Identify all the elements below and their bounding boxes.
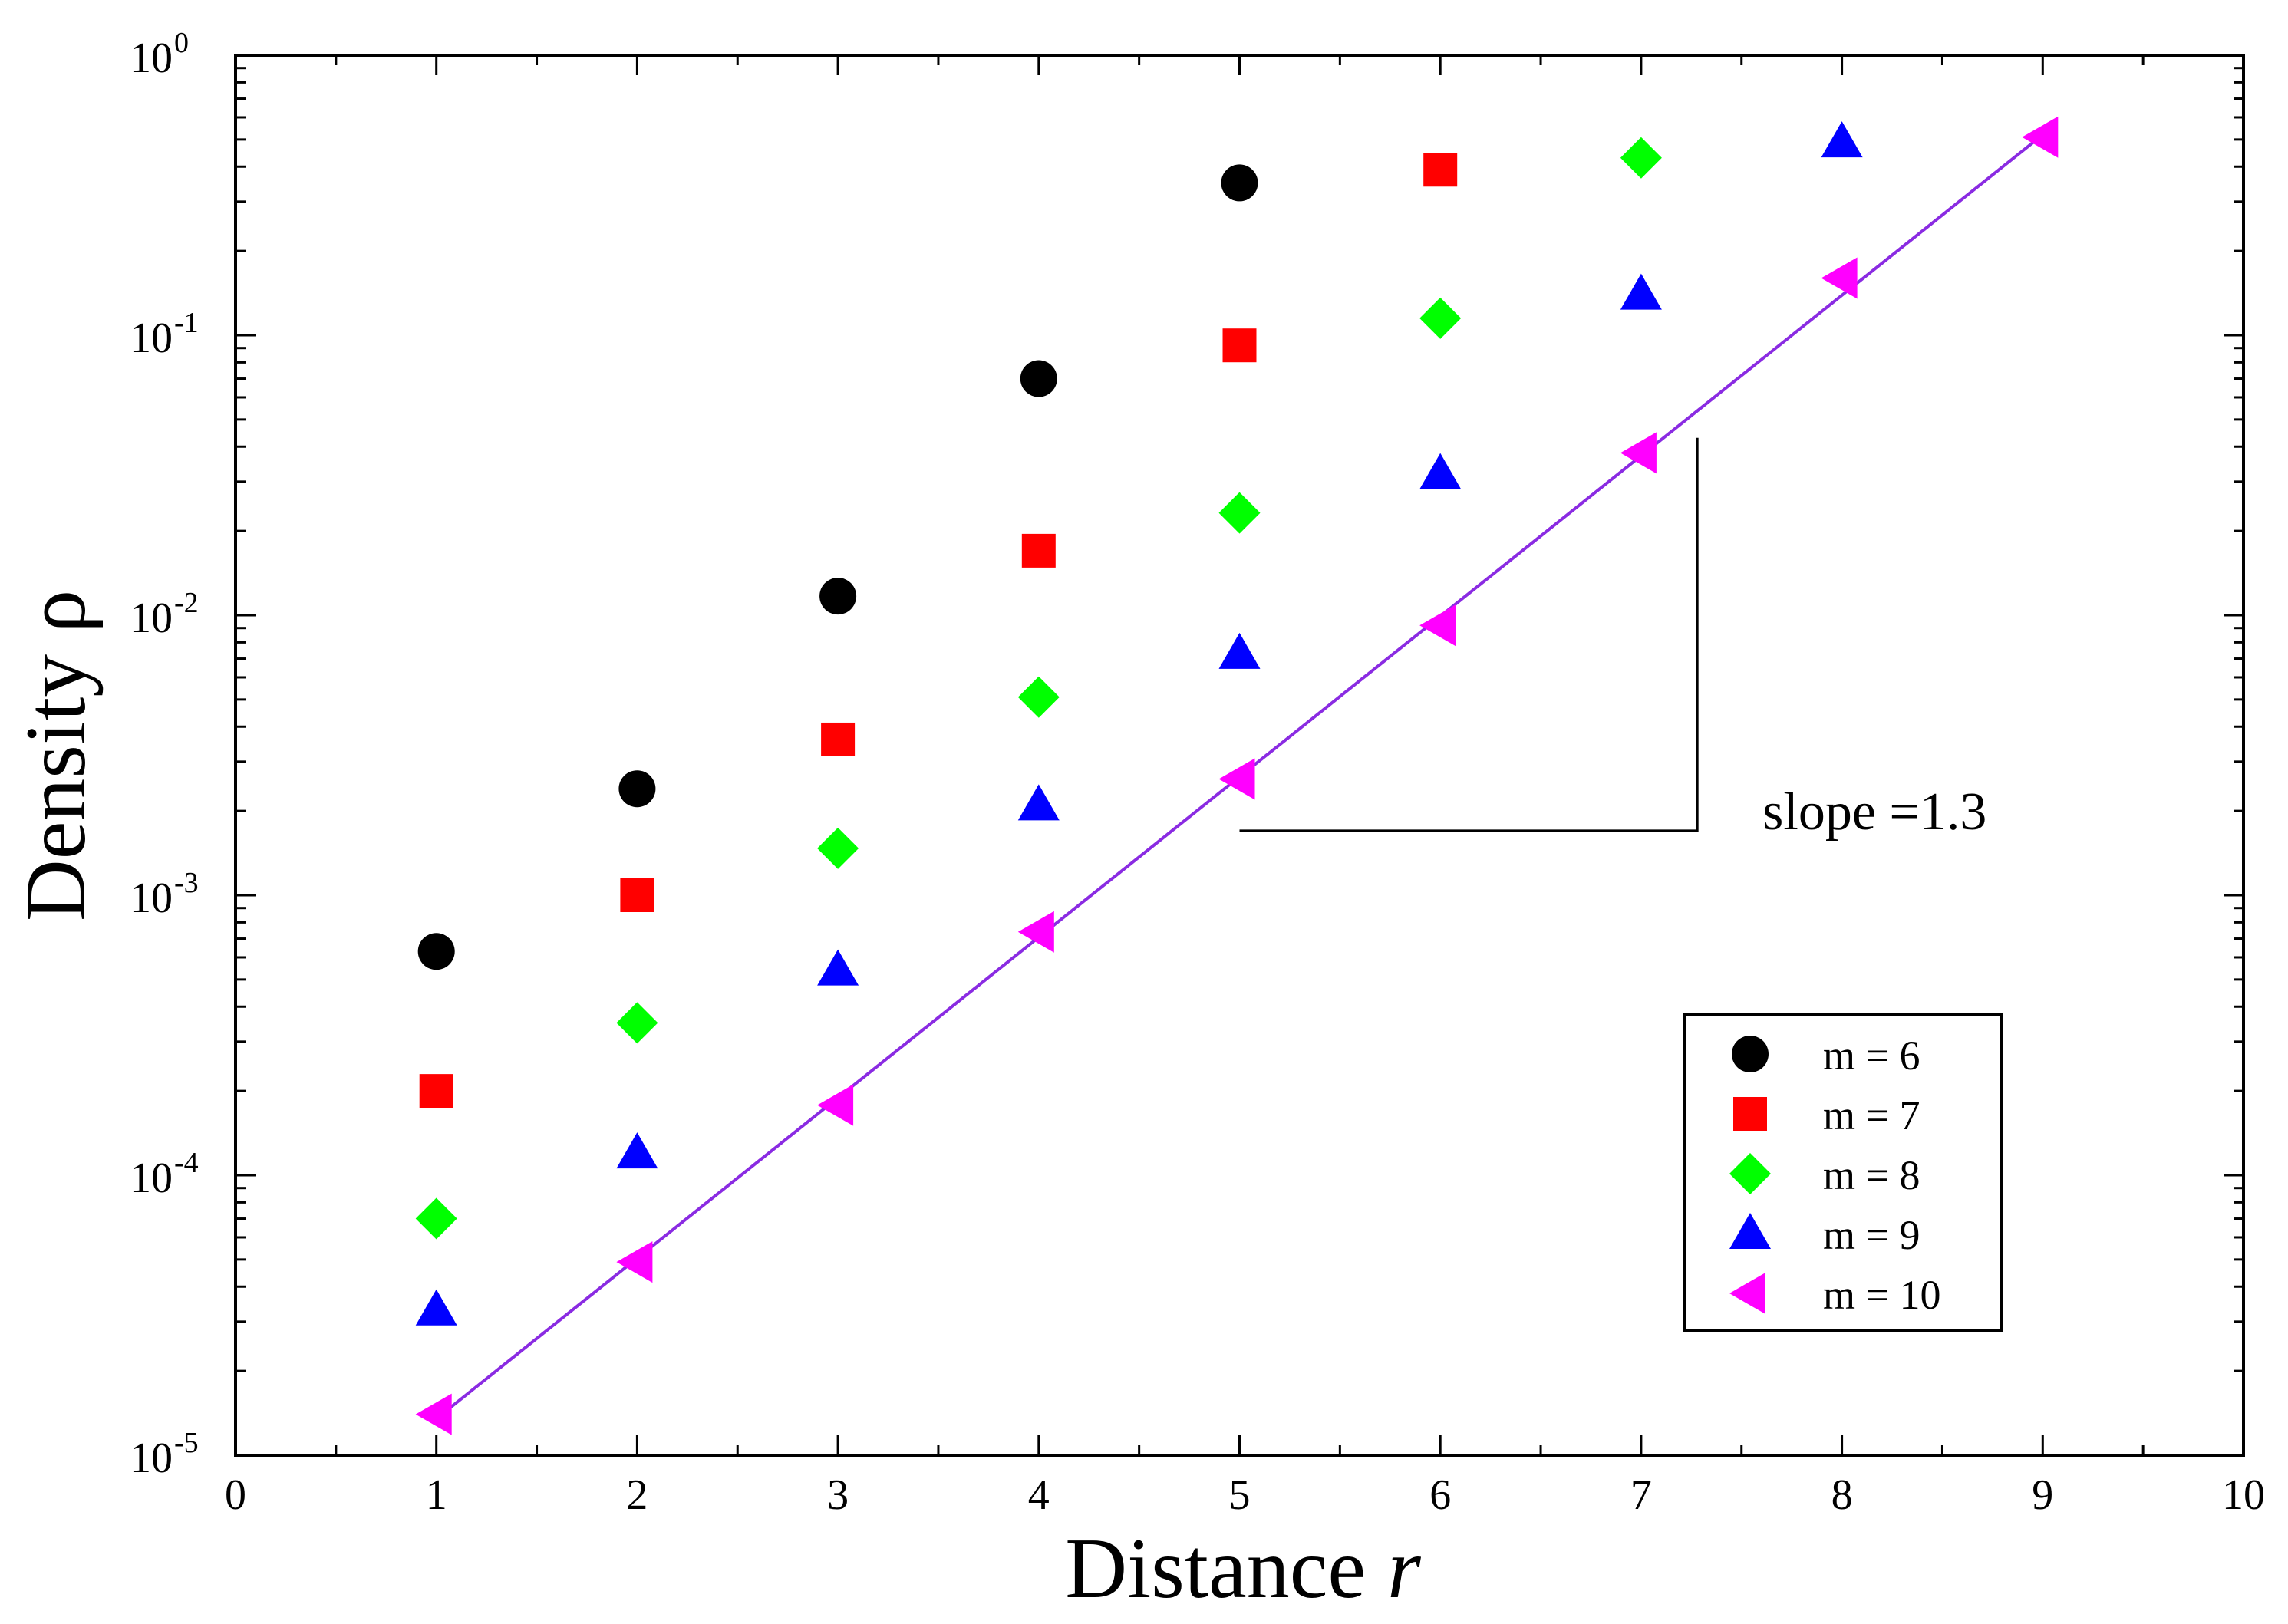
data-point [1222,328,1257,363]
legend-marker [1732,1036,1769,1072]
x-tick-label: 7 [1630,1471,1652,1519]
data-point [1419,604,1456,647]
x-tick-label: 1 [426,1471,447,1519]
data-point [2022,116,2059,158]
data-point [620,878,654,912]
data-point [817,827,859,869]
x-tick-label: 9 [2032,1471,2053,1519]
data-point [1423,153,1458,187]
axis-ticks [234,54,2245,1457]
y-tick-label: 10 [130,35,173,82]
data-point [819,578,857,615]
data-point [616,1241,653,1283]
data-point [415,1289,457,1326]
x-tick-label: 6 [1429,1471,1451,1519]
y-tick-exponent: -1 [174,307,199,339]
data-point [817,949,859,986]
legend-entry-label: m = 10 [1823,1272,1940,1318]
y-tick-label: 10 [130,315,173,362]
x-tick-label: 0 [225,1471,246,1519]
legend-entry-label: m = 7 [1823,1092,1920,1138]
legend-entry-label: m = 9 [1823,1212,1920,1258]
data-point [817,1084,854,1126]
slope-label: slope =1.3 [1762,782,1986,842]
data-point [1017,784,1060,821]
legend: m = 6 m = 7 m = 8 m = 9 m = 10 [1683,1013,2003,1332]
y-tick-label: 10 [130,1435,173,1482]
x-tick-label: 10 [2222,1471,2265,1519]
slope-bracket [1239,437,1699,832]
data-point [415,1393,452,1435]
legend-entry-label: m = 6 [1823,1033,1920,1079]
legend-entry-label: m = 8 [1823,1152,1920,1198]
data-markers [415,116,2059,1435]
x-tick-label: 8 [1831,1471,1853,1519]
legend-marker [1729,1273,1765,1314]
x-tick-label: 3 [827,1471,849,1519]
data-point [1620,273,1662,310]
data-point [1021,533,1056,568]
data-point [1620,432,1657,474]
data-point [1017,911,1054,953]
y-axis-label: Density ρ [8,590,104,921]
data-point [1419,297,1462,339]
data-point [1821,121,1863,158]
slope-annotation: slope =1.3 [1239,437,1986,842]
y-tick-exponent: -4 [174,1147,199,1179]
data-point [1419,453,1462,489]
data-point [616,1002,658,1044]
data-point [1020,360,1057,397]
y-tick-exponent: -2 [174,587,199,619]
legend-marker [1729,1153,1771,1194]
data-point [1221,164,1258,202]
data-point [417,933,455,970]
y-tick-label: 10 [130,875,173,922]
x-tick-label: 5 [1229,1471,1251,1519]
x-tick-label: 4 [1028,1471,1050,1519]
data-point [1218,758,1255,800]
plot-frame [234,54,2245,1457]
data-point [1821,257,1858,299]
y-tick-exponent: -5 [174,1427,199,1459]
data-point [1218,492,1261,534]
legend-marker [1733,1097,1767,1131]
y-tick-exponent: -3 [174,867,199,899]
legend-marker [1729,1213,1771,1249]
data-point [821,722,856,756]
data-point [419,1074,453,1108]
data-point [415,1197,457,1240]
data-point [1017,676,1060,718]
y-tick-exponent: 0 [174,27,189,59]
y-tick-label: 10 [130,1155,173,1202]
data-point [1620,137,1662,179]
x-axis-label: Distance r [1065,1521,1421,1616]
y-tick-label: 10 [130,595,173,642]
data-point [616,1132,658,1169]
x-tick-label: 2 [626,1471,648,1519]
data-point [618,770,656,808]
data-point [1218,632,1261,669]
